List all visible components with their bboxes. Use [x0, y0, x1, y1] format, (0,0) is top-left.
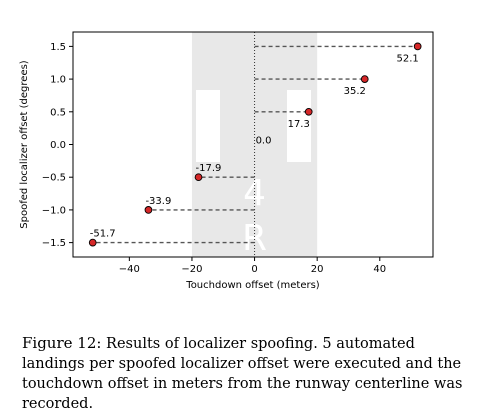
x-tick-label: −20 [181, 264, 202, 275]
y-tick-label: −1.0 [42, 205, 66, 216]
data-label: -51.7 [90, 229, 116, 240]
x-tick-label: 0 [251, 264, 257, 275]
y-tick-label: −1.5 [42, 238, 66, 249]
data-point [304, 107, 313, 116]
runway-marking-layer: 4R [196, 90, 311, 259]
data-point [144, 206, 153, 214]
caption-label: Figure 12: [22, 334, 102, 352]
caption-text: Results of localizer spoofing. 5 automat… [22, 336, 463, 412]
axes-layer: −40 −20 0 20 40 −1.5 −1.0 −0.5 0.0 0.5 1.0 1.5 [42, 31, 434, 275]
data-point-layer [88, 42, 422, 247]
runway-stripe-left [196, 90, 220, 162]
data-label: -17.9 [196, 163, 222, 174]
y-tick-label: 0.0 [50, 140, 66, 151]
data-point [413, 42, 422, 51]
runway-designator-char: 4 [243, 173, 266, 214]
x-tick-label: 40 [373, 264, 386, 275]
y-tick-label: 1.0 [50, 75, 66, 86]
y-tick-label: 0.5 [50, 107, 66, 118]
data-point [88, 238, 97, 247]
data-point [194, 173, 203, 182]
data-point [360, 75, 369, 83]
y-tick-label: −0.5 [42, 173, 66, 184]
y-tick-label: 1.5 [50, 42, 66, 53]
x-axis-label: Touchdown offset (meters) [185, 280, 320, 291]
connector-line-layer [92, 32, 418, 257]
data-label: -33.9 [145, 196, 171, 207]
figure-caption: Figure 12: Results of localizer spoofing… [22, 333, 470, 414]
data-label-layer: 52.1 35.2 17.3 0.0 -17.9 -33.9 -51.7 [90, 53, 419, 239]
runway-stripe-right [287, 90, 311, 162]
data-label: 52.1 [397, 53, 419, 64]
x-tick-label: −40 [119, 264, 140, 275]
data-label: 0.0 [256, 136, 272, 147]
data-label: 35.2 [344, 86, 366, 97]
y-axis-label: Spoofed localizer offset (degrees) [19, 60, 30, 229]
x-tick-label: 20 [311, 264, 324, 275]
data-label: 17.3 [288, 119, 310, 130]
scatter-chart: 4R 52.1 35.2 17.3 0.0 -17.9 -33.9 -51.7 −40 −20… [19, 31, 434, 291]
